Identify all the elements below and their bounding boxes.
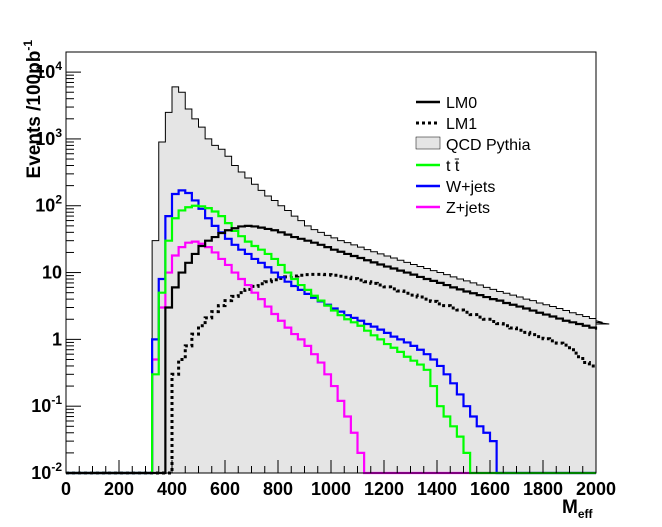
y-tick-base: 10 bbox=[35, 62, 55, 82]
y-tick-label: 1 bbox=[52, 329, 62, 349]
y-tick-exp: 2 bbox=[55, 193, 62, 207]
x-tick-label: 1000 bbox=[311, 479, 351, 499]
y-tick-base: 10 bbox=[35, 196, 55, 216]
series-line-lm0 bbox=[66, 224, 598, 475]
y-tick-base: 1 bbox=[52, 329, 62, 349]
x-tick-label: 800 bbox=[263, 479, 293, 499]
legend-swatch bbox=[415, 136, 441, 150]
legend-label: t t̄ bbox=[446, 158, 460, 175]
series-line-t-t bbox=[66, 204, 596, 475]
series-lines-layer bbox=[66, 86, 610, 475]
series-line-qcd-pythia bbox=[66, 86, 610, 474]
y-tick-exp: 3 bbox=[55, 126, 62, 140]
y-tick-label: 102 bbox=[35, 193, 62, 216]
x-tick-label: 2000 bbox=[576, 479, 616, 499]
legend-item: LM0 bbox=[416, 95, 477, 112]
legend: LM0 LM1 QCD Pythia t t̄ W+jets Z+jets bbox=[415, 95, 531, 217]
x-axis-title: Meff bbox=[562, 497, 593, 521]
x-axis-title-sub: eff bbox=[578, 507, 594, 521]
axis-ticks bbox=[65, 51, 597, 474]
x-tick-label: 1800 bbox=[523, 479, 563, 499]
x-tick-label: 1400 bbox=[417, 479, 457, 499]
y-tick-label: 104 bbox=[35, 59, 62, 82]
y-tick-base: 10 bbox=[35, 129, 55, 149]
legend-label: Z+jets bbox=[446, 200, 490, 217]
legend-label: LM1 bbox=[446, 116, 477, 133]
legend-item: QCD Pythia bbox=[415, 136, 531, 154]
y-axis-title-sup: -1 bbox=[21, 40, 35, 51]
y-tick-base: 10 bbox=[31, 463, 51, 483]
y-tick-label: 10-1 bbox=[31, 393, 62, 416]
x-tick-label: 600 bbox=[210, 479, 240, 499]
legend-item: LM1 bbox=[416, 116, 477, 133]
x-tick-label: 1200 bbox=[364, 479, 404, 499]
series-line-z-jets bbox=[66, 240, 596, 475]
x-axis-title-main: M bbox=[562, 497, 578, 518]
x-tick-labels: 0 200 400 600 800 1000 1200 1400 1600 1800 2000 bbox=[61, 479, 616, 499]
legend-label: W+jets bbox=[446, 179, 495, 196]
y-tick-base: 10 bbox=[42, 263, 62, 283]
legend-label: LM0 bbox=[446, 95, 477, 112]
y-tick-exp: -2 bbox=[51, 460, 62, 474]
x-tick-label: 1600 bbox=[470, 479, 510, 499]
y-tick-exp: -1 bbox=[51, 393, 62, 407]
legend-item: W+jets bbox=[416, 179, 495, 196]
x-tick-label: 0 bbox=[61, 479, 71, 499]
y-tick-label: 10-2 bbox=[31, 460, 62, 483]
legend-item: Z+jets bbox=[416, 200, 490, 217]
y-tick-exp: 4 bbox=[55, 59, 62, 73]
y-tick-label: 103 bbox=[35, 126, 62, 149]
y-axis-title: Events /100pb-1 bbox=[21, 40, 45, 179]
legend-item: t t̄ bbox=[416, 158, 460, 175]
series-fill-qcd-pythia bbox=[66, 86, 610, 474]
series-line-lm1 bbox=[66, 272, 596, 475]
x-tick-label: 200 bbox=[104, 479, 134, 499]
y-axis-title-main: Events /100pb bbox=[24, 51, 45, 179]
qcd-fill-layer bbox=[66, 86, 610, 474]
x-tick-label: 400 bbox=[157, 479, 187, 499]
legend-label: QCD Pythia bbox=[446, 137, 531, 154]
y-tick-base: 10 bbox=[31, 396, 51, 416]
y-tick-label: 10 bbox=[42, 263, 62, 283]
